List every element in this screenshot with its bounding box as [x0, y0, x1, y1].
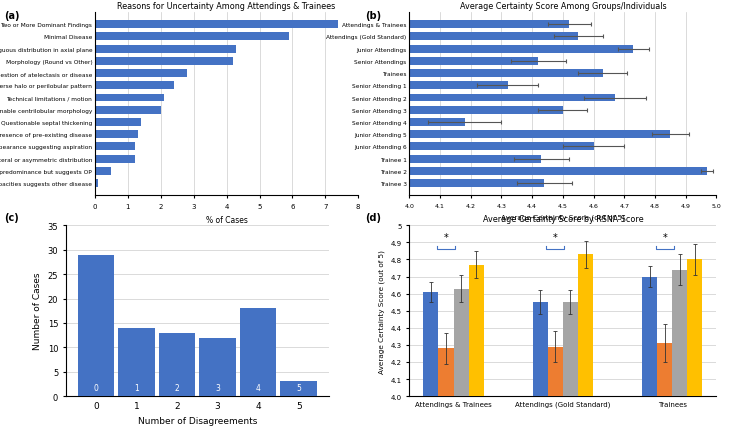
Title: Average Certainty Score Among Groups/Individuals: Average Certainty Score Among Groups/Ind…	[460, 2, 666, 11]
Bar	[159, 333, 195, 396]
Bar	[95, 106, 161, 115]
Bar	[95, 58, 233, 66]
Text: 5: 5	[296, 383, 301, 392]
Bar	[409, 70, 603, 78]
Bar	[563, 302, 578, 396]
Text: 1: 1	[135, 383, 139, 392]
Text: 4: 4	[256, 383, 261, 392]
Bar	[423, 292, 439, 396]
Text: *: *	[444, 233, 448, 243]
Bar	[409, 131, 670, 139]
Bar	[642, 277, 657, 396]
Bar	[409, 82, 507, 90]
Bar	[95, 70, 187, 78]
Bar	[95, 155, 135, 163]
Bar	[95, 21, 338, 29]
Bar	[240, 308, 276, 396]
Text: 3: 3	[215, 383, 220, 392]
Bar	[657, 343, 673, 396]
X-axis label: % of Cases: % of Cases	[205, 215, 248, 224]
Title: Reasons for Uncertainty Among Attendings & Trainees: Reasons for Uncertainty Among Attendings…	[118, 2, 336, 11]
Bar	[95, 167, 111, 176]
Bar	[687, 260, 702, 396]
X-axis label: Average Certainty Score (out of 5): Average Certainty Score (out of 5)	[501, 214, 625, 221]
Bar	[439, 348, 453, 396]
Bar	[95, 82, 174, 90]
Text: (a): (a)	[4, 11, 19, 20]
Bar	[95, 143, 135, 151]
Text: 0: 0	[94, 383, 99, 392]
Bar	[281, 382, 317, 396]
Bar	[95, 119, 141, 127]
Bar	[533, 302, 548, 396]
Bar	[409, 21, 569, 29]
Bar	[469, 265, 484, 396]
Bar	[409, 46, 634, 53]
Text: 2: 2	[175, 383, 180, 392]
Bar	[409, 180, 545, 187]
Bar	[453, 289, 469, 396]
Bar	[95, 131, 137, 139]
Bar	[409, 94, 615, 102]
Text: (c): (c)	[4, 213, 18, 223]
Bar	[409, 143, 594, 151]
Bar	[118, 328, 155, 396]
Bar	[95, 94, 164, 102]
Bar	[95, 180, 98, 187]
Bar	[409, 155, 542, 163]
Text: (b): (b)	[366, 11, 382, 20]
Bar	[77, 255, 114, 396]
Y-axis label: Average Certainty Score (out of 5): Average Certainty Score (out of 5)	[379, 249, 385, 373]
Bar	[409, 33, 578, 41]
Bar	[409, 106, 563, 115]
Bar	[578, 255, 593, 396]
Title: Average Certainty Score by RSNA Score: Average Certainty Score by RSNA Score	[482, 215, 643, 224]
Bar	[95, 46, 236, 53]
Bar	[548, 347, 563, 396]
Bar	[95, 33, 289, 41]
Bar	[409, 119, 465, 127]
X-axis label: Number of Disagreements: Number of Disagreements	[137, 415, 257, 425]
Text: *: *	[662, 233, 667, 243]
Y-axis label: Number of Cases: Number of Cases	[33, 272, 42, 350]
Bar	[409, 58, 538, 66]
Bar	[673, 270, 687, 396]
Bar	[200, 338, 236, 396]
Text: *: *	[553, 233, 558, 243]
Bar	[409, 167, 707, 176]
Text: (d): (d)	[366, 213, 382, 223]
